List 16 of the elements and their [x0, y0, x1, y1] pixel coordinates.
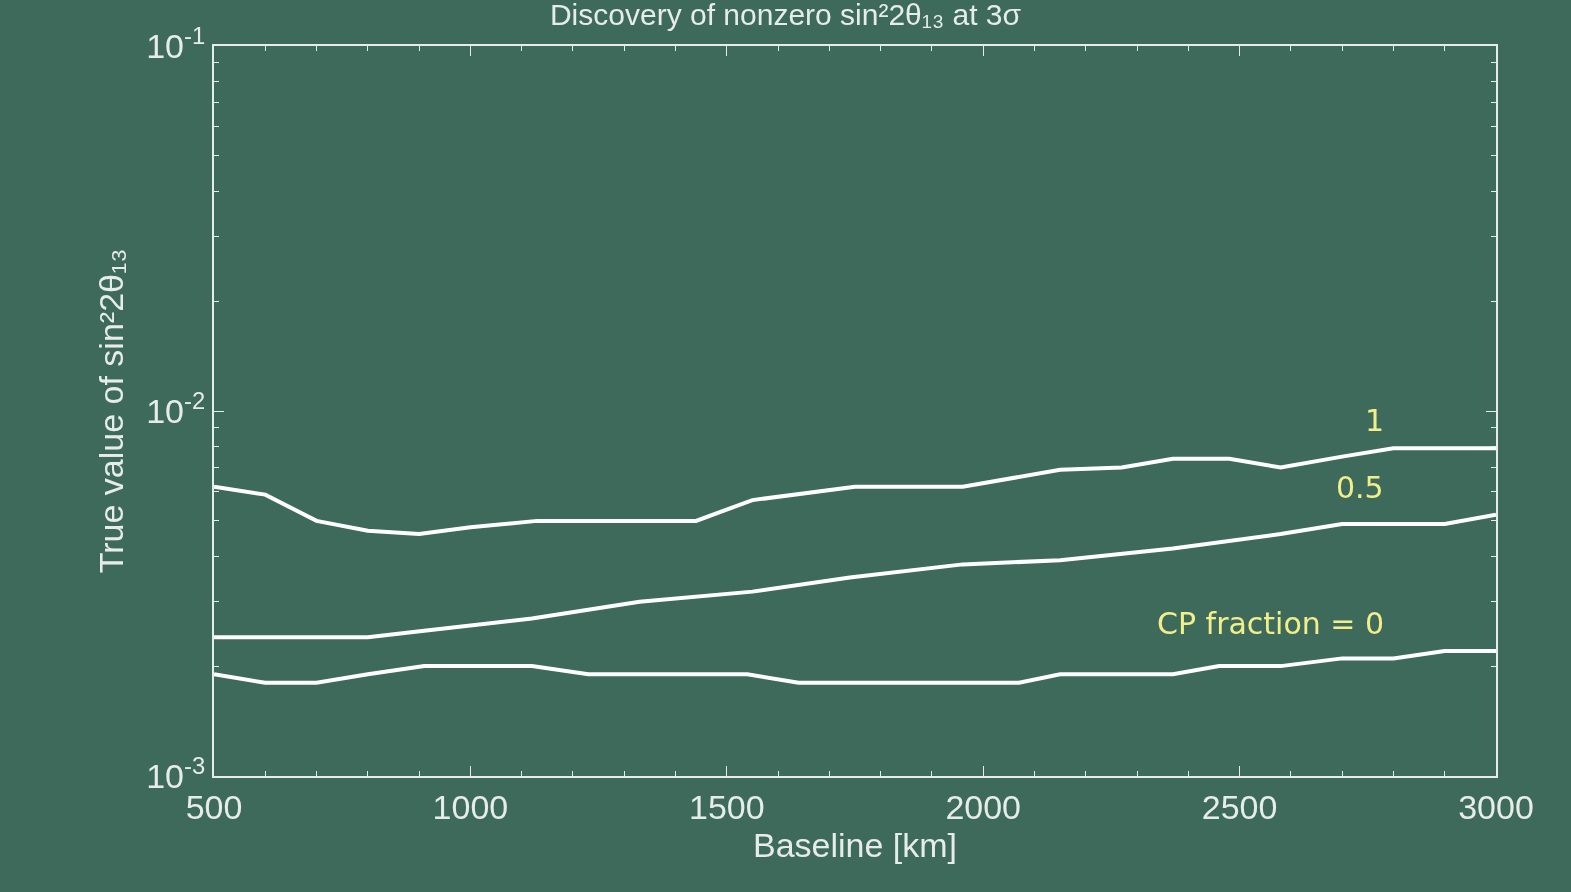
line-series	[214, 649, 1496, 685]
x-tick-label: 1500	[688, 787, 765, 826]
y-axis-title: True value of sin²2θ₁₃	[92, 248, 131, 574]
x-tick-label: 3000	[1458, 787, 1534, 826]
x-tick-label: 2500	[1201, 787, 1278, 826]
series-label: CP fraction = 0	[1157, 606, 1385, 641]
series-label: 1	[1365, 403, 1385, 438]
chart-title: Discovery of nonzero sin²2θ₁₃ at 3σ	[549, 0, 1022, 32]
y-tick-label: 10$^{-2}$	[146, 386, 206, 430]
series-label: 0.5	[1336, 470, 1384, 505]
x-axis-title: Baseline [km]	[752, 825, 958, 864]
y-tick-label: 10$^{-1}$	[146, 21, 206, 65]
line-series	[214, 512, 1496, 640]
line-series	[214, 446, 1496, 537]
x-tick-label: 2000	[945, 787, 1022, 826]
x-tick-label: 1000	[432, 787, 509, 826]
